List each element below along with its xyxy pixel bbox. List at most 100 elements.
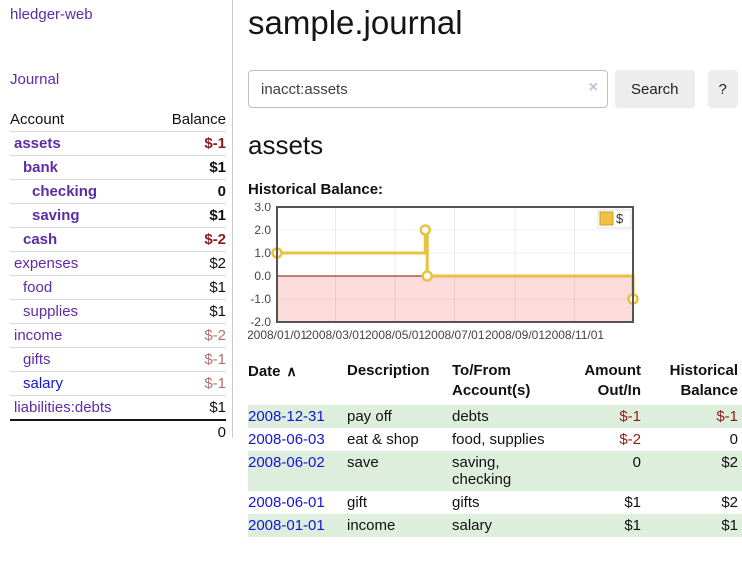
account-balance: $1 [209,279,226,296]
account-link-income[interactable]: income [14,327,63,344]
column-header-account: To/From Account(s) [452,362,531,399]
transaction-date-link[interactable]: 2008-06-02 [248,454,325,471]
accounts-header-balance: Balance [171,111,226,128]
transaction-accounts: gifts [452,494,480,511]
main-content: sample.journal × Search ? assets Histori… [248,0,742,537]
account-link-gifts[interactable]: gifts [23,351,51,368]
y-tick-label: 1.0 [254,246,271,260]
y-tick-label: 3.0 [254,203,271,214]
account-link-checking[interactable]: checking [32,183,98,200]
account-link-food[interactable]: food [23,279,53,296]
transaction-amount: 0 [632,454,641,471]
y-tick-label: -2.0 [250,315,271,329]
transaction-row[interactable]: 2008-12-31 pay off debts $-1 $-1 [248,405,742,428]
account-balance: $1 [209,399,226,416]
transaction-description: gift [347,494,368,511]
account-row: gifts $-1 [10,347,226,371]
transaction-balance: $2 [721,454,738,471]
account-link-expenses[interactable]: expenses [14,255,79,272]
search-button[interactable]: Search [615,70,695,108]
sort-ascending-icon: ∧ [286,363,297,379]
transaction-description: eat & shop [347,431,419,448]
nav-journal-link[interactable]: Journal [10,71,60,88]
register-table: Date ∧ Description To/From Account(s) Amo… [248,359,742,537]
x-tick-label: 2008/11/01 [545,328,604,342]
account-row: checking 0 [10,179,226,203]
legend-swatch [599,211,614,226]
account-balance: $-2 [204,231,226,248]
sidebar: hledger-web Journal Account Balance asse… [0,0,233,441]
brand-link[interactable]: hledger-web [10,6,93,23]
column-header-date[interactable]: Date ∧ [248,363,297,380]
account-balance: $-2 [204,327,226,344]
chart-legend: $ [597,209,632,229]
account-row: supplies $1 [10,299,226,323]
transaction-date-link[interactable]: 2008-06-03 [248,431,325,448]
account-row: expenses $2 [10,251,226,275]
transaction-amount: $1 [624,517,641,534]
chart-title: Historical Balance: [248,181,384,198]
account-balance: $-1 [204,351,226,368]
account-row: liabilities:debts $1 [10,395,226,419]
x-tick-label: 2008/01/01 [248,328,307,342]
transaction-accounts: debts [452,408,489,425]
search-box: × [248,70,608,108]
transaction-amount: $-1 [619,408,641,425]
transaction-amount: $-2 [619,431,641,448]
search-form: × Search ? [248,70,742,108]
transaction-accounts: saving, checking [452,454,512,488]
clear-search-icon[interactable]: × [588,79,598,96]
accounts-table-header: Account Balance [10,108,226,131]
accounts-total-balance: 0 [217,424,226,441]
account-row: bank $1 [10,155,226,179]
column-header-description: Description [347,362,430,379]
account-link-bank[interactable]: bank [23,159,59,176]
account-balance: $-1 [204,375,226,392]
transaction-accounts: salary [452,517,493,534]
y-tick-label: -1.0 [250,292,271,306]
transaction-row[interactable]: 2008-06-02 save saving, checking 0 $2 [248,451,742,491]
transaction-description: income [347,517,396,534]
account-balance: $2 [209,255,226,272]
transaction-date-link[interactable]: 2008-01-01 [248,517,325,534]
account-link-cash[interactable]: cash [23,231,58,248]
balance-chart-svg: 3.0 2.0 1.0 0.0 -1.0 -2.02008/01/012008/03/01… [248,203,639,342]
account-row: saving $1 [10,203,226,227]
account-link-supplies[interactable]: supplies [23,303,79,320]
account-link-salary[interactable]: salary [23,375,64,392]
accounts-rows: assets $-1 bank $1 checking 0 saving $1 cash $-2 e… [10,131,226,419]
transaction-row[interactable]: 2008-06-01 gift gifts $1 $2 [248,491,742,514]
x-tick-label: 2008/07/01 [424,328,484,342]
transaction-balance: $-1 [716,408,738,425]
transaction-balance: $2 [721,494,738,511]
account-row: assets $-1 [10,131,226,155]
column-header-amount: Amount Out/In [584,362,641,399]
register-rows: 2008-12-31 pay off debts $-1 $-1 2008-06-03 ea… [248,405,742,537]
search-input[interactable] [248,70,608,108]
accounts-header-account: Account [10,111,65,128]
x-tick-label: 2008/09/01 [485,328,545,342]
transaction-date-link[interactable]: 2008-06-01 [248,494,325,511]
account-balance: $1 [209,207,226,224]
accounts-total-row: 0 [10,419,226,444]
transaction-row[interactable]: 2008-06-03 eat & shop food, supplies $-2 0 [248,428,742,451]
y-tick-label: 2.0 [254,223,271,237]
account-balance: 0 [217,183,226,200]
account-heading: assets [248,130,324,160]
account-link-liabilities:debts[interactable]: liabilities:debts [14,399,112,416]
account-balance: $-1 [204,135,226,152]
help-button[interactable]: ? [707,70,738,108]
legend-label: $ [616,211,624,226]
account-row: income $-2 [10,323,226,347]
y-tick-label: 0.0 [254,269,271,283]
account-link-assets[interactable]: assets [14,135,61,152]
transaction-description: save [347,454,379,471]
transaction-row[interactable]: 2008-01-01 income salary $1 $1 [248,514,742,537]
register-header-row: Date ∧ Description To/From Account(s) Amo… [248,359,742,405]
x-tick-label: 2008/05/01 [365,328,425,342]
historical-balance-chart[interactable]: 3.0 2.0 1.0 0.0 -1.0 -2.0 2008/01/01 2008/03/01… [248,203,742,347]
account-balance: $1 [209,303,226,320]
negative-region [277,276,633,322]
transaction-date-link[interactable]: 2008-12-31 [248,408,325,425]
account-link-saving[interactable]: saving [32,207,80,224]
